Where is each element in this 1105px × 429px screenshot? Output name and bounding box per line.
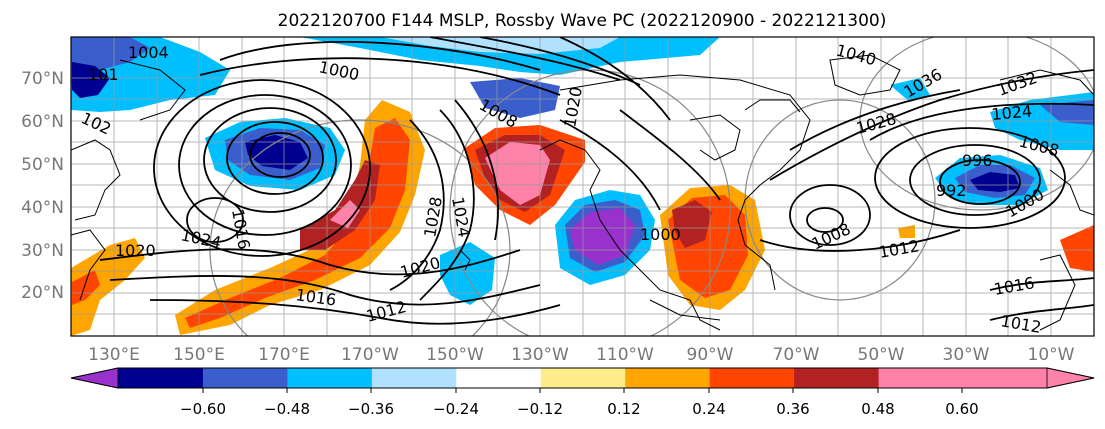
map-panel: 1004 1000 1040 1036 1032 1024 1028 1008 … (71, 37, 1094, 336)
colorbar-tick-label: 0.60 (945, 400, 978, 418)
isobar-label: 996 (962, 151, 993, 170)
coastlines (71, 54, 1094, 331)
colorbar-tick-label: 0.48 (861, 400, 894, 418)
lat-label: 50°N (21, 155, 64, 175)
negative-anomaly-aleutian-core (245, 135, 308, 170)
negative-anomaly-greenland (890, 78, 930, 102)
lon-label: 110°W (596, 345, 654, 365)
colorbar-segment (878, 368, 964, 388)
colorbar-tick-label: −0.12 (517, 400, 563, 418)
negative-anomaly-bering-deep (72, 62, 110, 98)
positive-anomaly-wpac-core (72, 270, 100, 305)
colorbar-segment (455, 368, 541, 388)
isobar-label: 1000 (640, 225, 681, 244)
map-title: 2022120700 F144 MSLP, Rossby Wave PC (20… (278, 11, 887, 31)
positive-anomaly-africa (1060, 225, 1094, 272)
colorbar-segment (709, 368, 795, 388)
positive-anomaly-cpac (175, 100, 425, 335)
isobars (99, 37, 1094, 325)
colorbar (70, 367, 1095, 393)
colorbar-segment (286, 368, 372, 388)
colorbar-tick-label: −0.60 (180, 400, 226, 418)
negative-anomaly-west-us-core (570, 208, 635, 265)
lon-label: 150°W (426, 345, 484, 365)
lat-label: 20°N (21, 283, 64, 303)
lat-label: 70°N (21, 69, 64, 89)
positive-anomaly-east-us-deep (672, 200, 712, 248)
isobar-label: 1004 (128, 43, 169, 62)
lon-label: 50°W (858, 345, 905, 365)
positive-anomaly-wpac (71, 238, 145, 336)
colorbar-right-extend (1046, 367, 1095, 389)
negative-anomaly-europe (1040, 100, 1094, 125)
colorbar-left-extend (70, 367, 119, 389)
negative-anomaly-arctic (300, 37, 720, 75)
colorbar-outline (70, 367, 1095, 389)
anomaly-shading (71, 37, 1094, 336)
lon-label: 70°W (773, 345, 820, 365)
isobar-label: 992 (936, 181, 967, 200)
map-frame (70, 36, 1095, 337)
colorbar-ticks: −0.60 −0.48 −0.36 −0.24 −0.12 0.12 0.24 … (180, 400, 979, 418)
lon-label: 30°W (943, 345, 990, 365)
lon-label: 130°E (88, 345, 140, 365)
colorbar-tick-label: 0.12 (607, 400, 640, 418)
positive-anomaly-cpac-mid (185, 118, 410, 328)
colorbar-tick-label: 0.24 (692, 400, 725, 418)
colorbar-tick-label: 0.36 (776, 400, 809, 418)
lon-label: 130°W (511, 345, 569, 365)
lat-label: 30°N (21, 241, 64, 261)
colorbar-tick-label: −0.48 (264, 400, 310, 418)
isobar-label: 1024 (991, 102, 1033, 124)
colorbar-segment (793, 368, 879, 388)
lat-labels: 70°N 60°N 50°N 40°N 30°N 20°N (21, 69, 64, 303)
colorbar-segment (371, 368, 457, 388)
colorbar-segment (540, 368, 626, 388)
colorbar-segment (118, 368, 203, 388)
lon-label: 90°W (687, 345, 734, 365)
colorbar-tick-label: −0.36 (348, 400, 394, 418)
lon-label: 10°W (1028, 345, 1075, 365)
negative-anomaly-cpac-low (440, 242, 495, 305)
colorbar-segment (624, 368, 710, 388)
negative-anomaly-arctic-light (380, 37, 620, 54)
colorbar-tick-label: −0.24 (433, 400, 479, 418)
lon-label: 170°W (341, 345, 399, 365)
lat-label: 60°N (21, 112, 64, 132)
positive-anomaly-goa-peak (485, 142, 550, 205)
lon-label: 170°E (258, 345, 310, 365)
lon-labels: 130°E 150°E 170°E 170°W 150°W 130°W 110°… (88, 345, 1075, 365)
colorbar-segment (962, 368, 1048, 388)
lon-label: 150°E (173, 345, 225, 365)
isobar-label: 1020 (115, 241, 156, 260)
lat-label: 40°N (21, 198, 64, 218)
colorbar-segment (202, 368, 288, 388)
isobar-label: 101 (88, 65, 119, 84)
